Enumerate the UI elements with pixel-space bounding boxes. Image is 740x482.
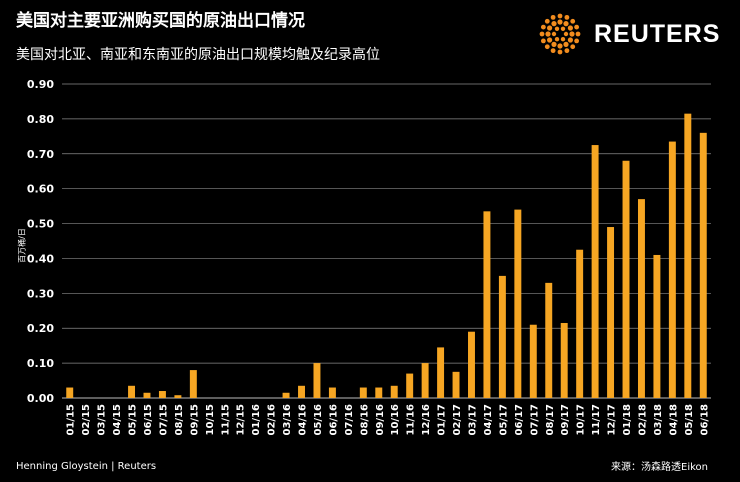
bar [545, 282, 553, 398]
x-tick-label: 12/17 [607, 404, 618, 436]
x-tick-label: 10/15 [205, 404, 216, 436]
x-tick-label: 09/16 [375, 404, 386, 436]
x-tick-label: 01/17 [437, 404, 448, 436]
bar [529, 324, 537, 398]
x-tick-label: 12/16 [421, 404, 432, 436]
y-tick-label: 0.10 [27, 357, 54, 370]
bar [498, 275, 506, 398]
x-tick-label: 05/17 [498, 404, 509, 436]
x-tick-label: 02/18 [637, 404, 648, 436]
x-tick-label: 08/15 [174, 404, 185, 436]
x-tick-label: 08/16 [359, 404, 370, 436]
x-tick-label: 06/15 [143, 404, 154, 436]
reuters-logo: REUTERS [538, 12, 720, 56]
bar [189, 370, 197, 398]
bar [143, 392, 151, 398]
bar [406, 373, 414, 398]
x-tick-label: 04/18 [668, 404, 679, 436]
bar [591, 145, 599, 398]
bar [684, 113, 692, 398]
x-tick-label: 08/17 [545, 404, 556, 436]
bar [576, 249, 584, 398]
bar [298, 385, 305, 398]
x-tick-label: 11/17 [591, 404, 602, 436]
bar [390, 385, 398, 398]
x-tick-label: 05/18 [684, 404, 695, 436]
bar [282, 392, 290, 398]
y-tick-label: 0.50 [27, 218, 54, 231]
x-tick-label: 03/17 [467, 404, 478, 436]
x-tick-label: 09/15 [189, 404, 200, 436]
bar [158, 391, 166, 398]
x-tick-label: 01/16 [251, 404, 262, 436]
x-tick-label: 04/15 [112, 404, 123, 436]
x-tick-label: 04/16 [298, 404, 309, 436]
y-tick-label: 0.90 [27, 78, 54, 91]
bar [328, 387, 336, 398]
y-tick-label: 0.00 [27, 392, 54, 405]
x-tick-label: 04/17 [483, 404, 494, 436]
x-tick-label: 02/17 [452, 404, 463, 436]
x-tick-label: 03/16 [282, 404, 293, 436]
bar [452, 371, 460, 398]
x-tick-label: 09/17 [560, 404, 571, 436]
bar [653, 254, 661, 398]
y-tick-label: 0.60 [27, 183, 54, 196]
bar [174, 395, 182, 398]
x-tick-label: 01/15 [66, 404, 77, 436]
x-tick-label: 07/17 [529, 404, 540, 436]
x-tick-label: 01/18 [622, 404, 633, 436]
bar [483, 211, 491, 398]
bar [607, 227, 615, 398]
bar [699, 132, 707, 398]
x-tick-label: 11/15 [220, 404, 231, 436]
y-tick-label: 0.30 [27, 287, 54, 300]
bar [468, 331, 475, 398]
bar [560, 322, 568, 398]
bar [66, 387, 74, 398]
y-tick-label: 0.70 [27, 148, 54, 161]
x-tick-label: 11/16 [406, 404, 417, 436]
reuters-dot-mark-icon [539, 13, 581, 55]
y-tick-label: 0.40 [27, 252, 54, 265]
x-tick-label: 10/17 [576, 404, 587, 436]
x-tick-label: 12/15 [236, 404, 247, 436]
bar [637, 199, 645, 398]
x-tick-label: 06/16 [328, 404, 339, 436]
y-tick-label: 0.20 [27, 322, 54, 335]
x-tick-label: 06/17 [514, 404, 525, 436]
bar [514, 209, 522, 398]
x-tick-label: 07/16 [344, 404, 355, 436]
x-tick-label: 06/18 [699, 404, 710, 436]
x-tick-label: 03/15 [97, 404, 108, 436]
reuters-wordmark: REUTERS [594, 19, 721, 48]
bar [313, 363, 321, 398]
bar [128, 385, 136, 398]
x-tick-label: 02/15 [81, 404, 92, 436]
bar [375, 387, 383, 398]
x-tick-label: 07/15 [158, 404, 169, 436]
x-tick-label: 05/16 [313, 404, 324, 436]
bar [668, 141, 676, 398]
bar [622, 160, 630, 398]
bar [421, 363, 429, 398]
footer-source: 来源：汤森路透Eikon [611, 462, 708, 473]
bar [359, 387, 367, 398]
x-tick-label: 02/16 [267, 404, 278, 436]
footer-credit: Henning Gloystein | Reuters [16, 461, 157, 472]
chart-subtitle: 美国对北亚、南亚和东南亚的原油出口规模均触及纪录高位 [16, 47, 380, 63]
x-tick-label: 03/18 [653, 404, 664, 436]
y-tick-label: 0.80 [27, 113, 54, 126]
x-tick-label: 10/16 [390, 404, 401, 436]
x-tick-label: 05/15 [128, 404, 139, 436]
bar [437, 347, 445, 398]
chart-title: 美国对主要亚洲购买国的原油出口情况 [16, 11, 305, 31]
